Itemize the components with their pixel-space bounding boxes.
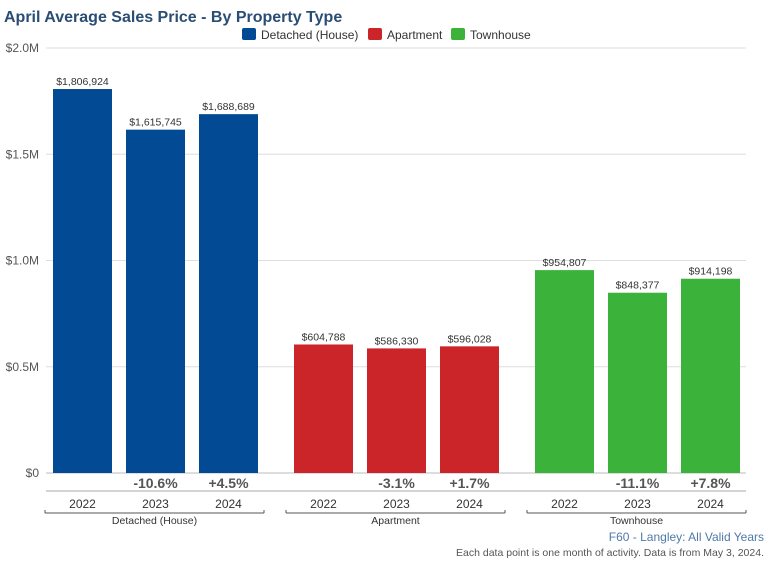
bar xyxy=(126,129,185,474)
x-tick-label: 2023 xyxy=(383,497,410,511)
x-tick-label: 2022 xyxy=(551,497,578,511)
change-label: -11.1% xyxy=(616,475,660,491)
bar xyxy=(440,346,499,473)
chart-title: April Average Sales Price - By Property … xyxy=(4,9,342,26)
x-tick-label: 2022 xyxy=(310,497,337,511)
x-tick-label: 2024 xyxy=(456,497,483,511)
bar xyxy=(535,270,594,473)
y-tick-label: $1.0M xyxy=(6,254,39,268)
bar xyxy=(367,348,426,473)
data-label: $604,788 xyxy=(302,331,346,343)
legend-swatch xyxy=(242,28,256,40)
data-label: $1,688,689 xyxy=(202,101,255,113)
change-label: +4.5% xyxy=(208,475,249,491)
data-label: $848,377 xyxy=(616,280,660,292)
y-tick-label: $1.5M xyxy=(6,147,39,161)
group-label: Apartment xyxy=(371,515,420,527)
group-label: Detached (House) xyxy=(112,515,197,527)
legend-label: Apartment xyxy=(387,28,443,42)
legend-label: Detached (House) xyxy=(261,28,358,42)
data-label: $596,028 xyxy=(448,333,492,345)
group-label: Townhouse xyxy=(610,515,663,527)
bar xyxy=(53,89,112,473)
change-label: -10.6% xyxy=(133,475,178,491)
bar xyxy=(681,278,740,473)
bar xyxy=(199,114,258,473)
legend-swatch xyxy=(451,28,465,40)
legend-swatch xyxy=(368,28,382,40)
data-label: $1,615,745 xyxy=(129,117,182,129)
x-tick-label: 2023 xyxy=(624,497,651,511)
legend: Detached (House) Apartment Townhouse xyxy=(242,28,531,42)
bar xyxy=(608,292,667,473)
change-label: -3.1% xyxy=(378,475,415,491)
x-tick-label: 2022 xyxy=(69,497,96,511)
data-label: $1,806,924 xyxy=(56,76,109,88)
data-label: $586,330 xyxy=(375,335,419,347)
x-axis: 2022 2023 2024 Detached (House) 2022 2023 2024… xyxy=(44,490,747,527)
footer-note: Each data point is one month of activity… xyxy=(456,547,764,559)
y-tick-label: $0.5M xyxy=(6,360,39,374)
x-tick-label: 2024 xyxy=(215,497,242,511)
footer-source: F60 - Langley: All Valid Years xyxy=(609,530,764,544)
legend-label: Townhouse xyxy=(470,28,531,42)
y-tick-label: $2.0M xyxy=(6,41,39,55)
data-label: $954,807 xyxy=(543,257,587,269)
bars: $1,806,924 $1,615,745 -10.6% $1,688,689 +4.5… xyxy=(53,76,740,491)
data-label: $914,198 xyxy=(689,266,733,278)
x-tick-label: 2023 xyxy=(142,497,169,511)
change-label: +7.8% xyxy=(690,475,731,491)
y-tick-label: $0 xyxy=(26,466,40,480)
bar xyxy=(294,344,353,473)
y-axis-ticks: $0 $0.5M $1.0M $1.5M $2.0M xyxy=(6,41,40,480)
change-label: +1.7% xyxy=(449,475,490,491)
x-tick-label: 2024 xyxy=(697,497,724,511)
